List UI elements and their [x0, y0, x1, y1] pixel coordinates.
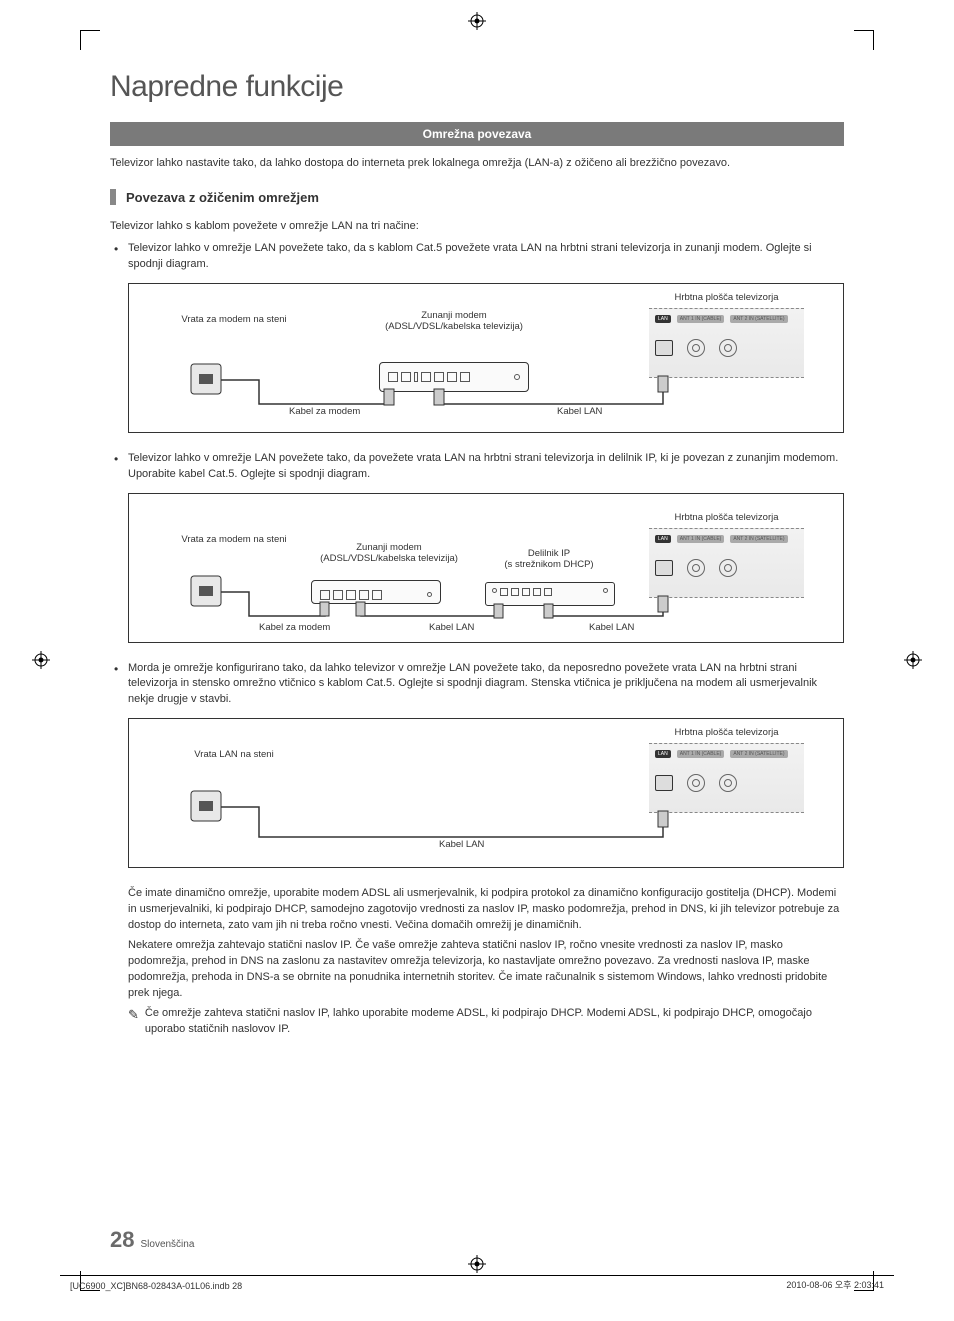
footer-left-text: [UC6900_XC]BN68-02843A-01L06.indb 28 [70, 1281, 242, 1291]
page-language: Slovenščina [140, 1239, 194, 1250]
registration-mark-icon [904, 651, 922, 669]
page-number-row: 28 Slovenščina [110, 1227, 194, 1253]
label-lan-cable: Kabel LAN [439, 839, 484, 850]
label-lan-cable: Kabel LAN [429, 622, 474, 633]
body-text: Televizor lahko s kablom povežete v omre… [110, 219, 844, 234]
registration-mark-icon [468, 12, 486, 30]
crop-mark [80, 30, 100, 50]
bullet-item: Televizor lahko v omrežje LAN povežete t… [128, 451, 844, 483]
intro-text: Televizor lahko nastavite tako, da lahko… [110, 156, 844, 171]
note-text: Če omrežje zahteva statični naslov IP, l… [145, 1006, 844, 1038]
note: ✎ Če omrežje zahteva statični naslov IP,… [110, 1006, 844, 1038]
registration-mark-icon [32, 651, 50, 669]
subheading: Povezava z ožičenim omrežjem [110, 189, 844, 205]
paragraph: Če imate dinamično omrežje, uporabite mo… [110, 886, 844, 934]
paragraph: Nekatere omrežja zahtevajo statični nasl… [110, 938, 844, 1002]
footer-divider [60, 1275, 894, 1276]
diagram-3: Vrata LAN na steni Hrbtna plošča televiz… [128, 718, 844, 868]
bullet-item: Televizor lahko v omrežje LAN povežete t… [128, 241, 844, 273]
crop-mark [854, 30, 874, 50]
page-number: 28 [110, 1227, 134, 1253]
label-modem-cable: Kabel za modem [259, 622, 330, 633]
registration-mark-icon [468, 1255, 486, 1273]
cable-lines [129, 284, 843, 432]
footer-right-text: 2010-08-06 오후 2:03:41 [786, 1278, 884, 1291]
section-heading: Omrežna povezava [110, 122, 844, 146]
page-title: Napredne funkcije [110, 70, 844, 104]
bullet-item: Morda je omrežje konfigurirano tako, da … [128, 661, 844, 709]
diagram-2: Vrata za modem na steni Zunanji modem (A… [128, 493, 844, 643]
diagram-1: Vrata za modem na steni Zunanji modem (A… [128, 283, 844, 433]
label-modem-cable: Kabel za modem [289, 406, 360, 417]
subheading-bar-icon [110, 189, 116, 205]
cable-lines [129, 719, 843, 867]
subheading-text: Povezava z ožičenim omrežjem [126, 190, 319, 205]
label-lan-cable: Kabel LAN [589, 622, 634, 633]
note-icon: ✎ [128, 1006, 139, 1038]
cable-lines [129, 494, 843, 642]
label-lan-cable: Kabel LAN [557, 406, 602, 417]
